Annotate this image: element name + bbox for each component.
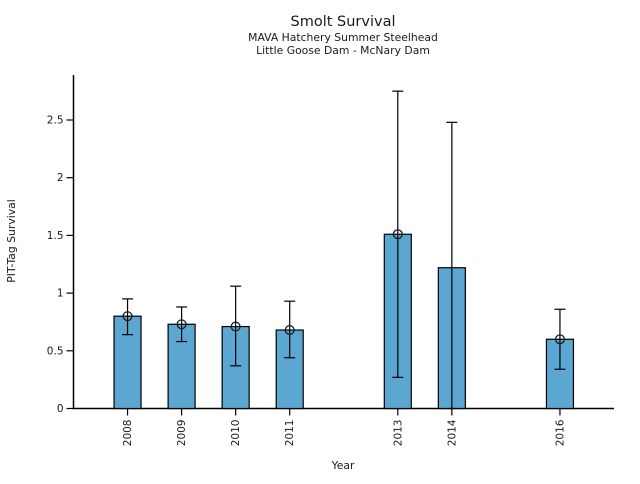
point-marker-2010 bbox=[230, 321, 241, 332]
x-tick-label-2011: 2011 bbox=[284, 420, 296, 447]
y-tick-label-1: 1 bbox=[57, 288, 64, 300]
y-tick-label-2: 2 bbox=[57, 172, 64, 184]
plot-area: 0 0.5 1 1.5 2 2.5 2008 2009 2010 2011 2013 2014 2016 bbox=[47, 75, 614, 446]
y-tick-label-1.5: 1.5 bbox=[47, 230, 64, 242]
x-tick-label-2014: 2014 bbox=[446, 419, 458, 446]
x-tick-label-2010: 2010 bbox=[230, 420, 242, 447]
chart-subtitle-line2: Little Goose Dam - McNary Dam bbox=[256, 44, 430, 57]
point-marker-2009 bbox=[176, 319, 187, 330]
y-tick-label-2.5: 2.5 bbox=[47, 115, 64, 127]
point-marker-2016 bbox=[554, 334, 565, 345]
point-marker-2011 bbox=[284, 324, 295, 336]
x-tick-label-2009: 2009 bbox=[176, 420, 188, 447]
x-axis-label: Year bbox=[331, 459, 355, 472]
x-tick-label-2013: 2013 bbox=[392, 420, 404, 447]
point-marker-2013 bbox=[392, 229, 403, 240]
y-axis-label: PIT-Tag Survival bbox=[5, 199, 18, 282]
x-tick-label-2016: 2016 bbox=[554, 419, 566, 446]
y-tick-label-0: 0 bbox=[57, 403, 64, 415]
chart-title: Smolt Survival bbox=[291, 14, 396, 30]
chart-subtitle-line1: MAVA Hatchery Summer Steelhead bbox=[248, 31, 438, 44]
y-tick-label-0.5: 0.5 bbox=[47, 345, 64, 357]
x-tick-label-2008: 2008 bbox=[122, 420, 134, 447]
point-marker-2008 bbox=[122, 311, 133, 322]
